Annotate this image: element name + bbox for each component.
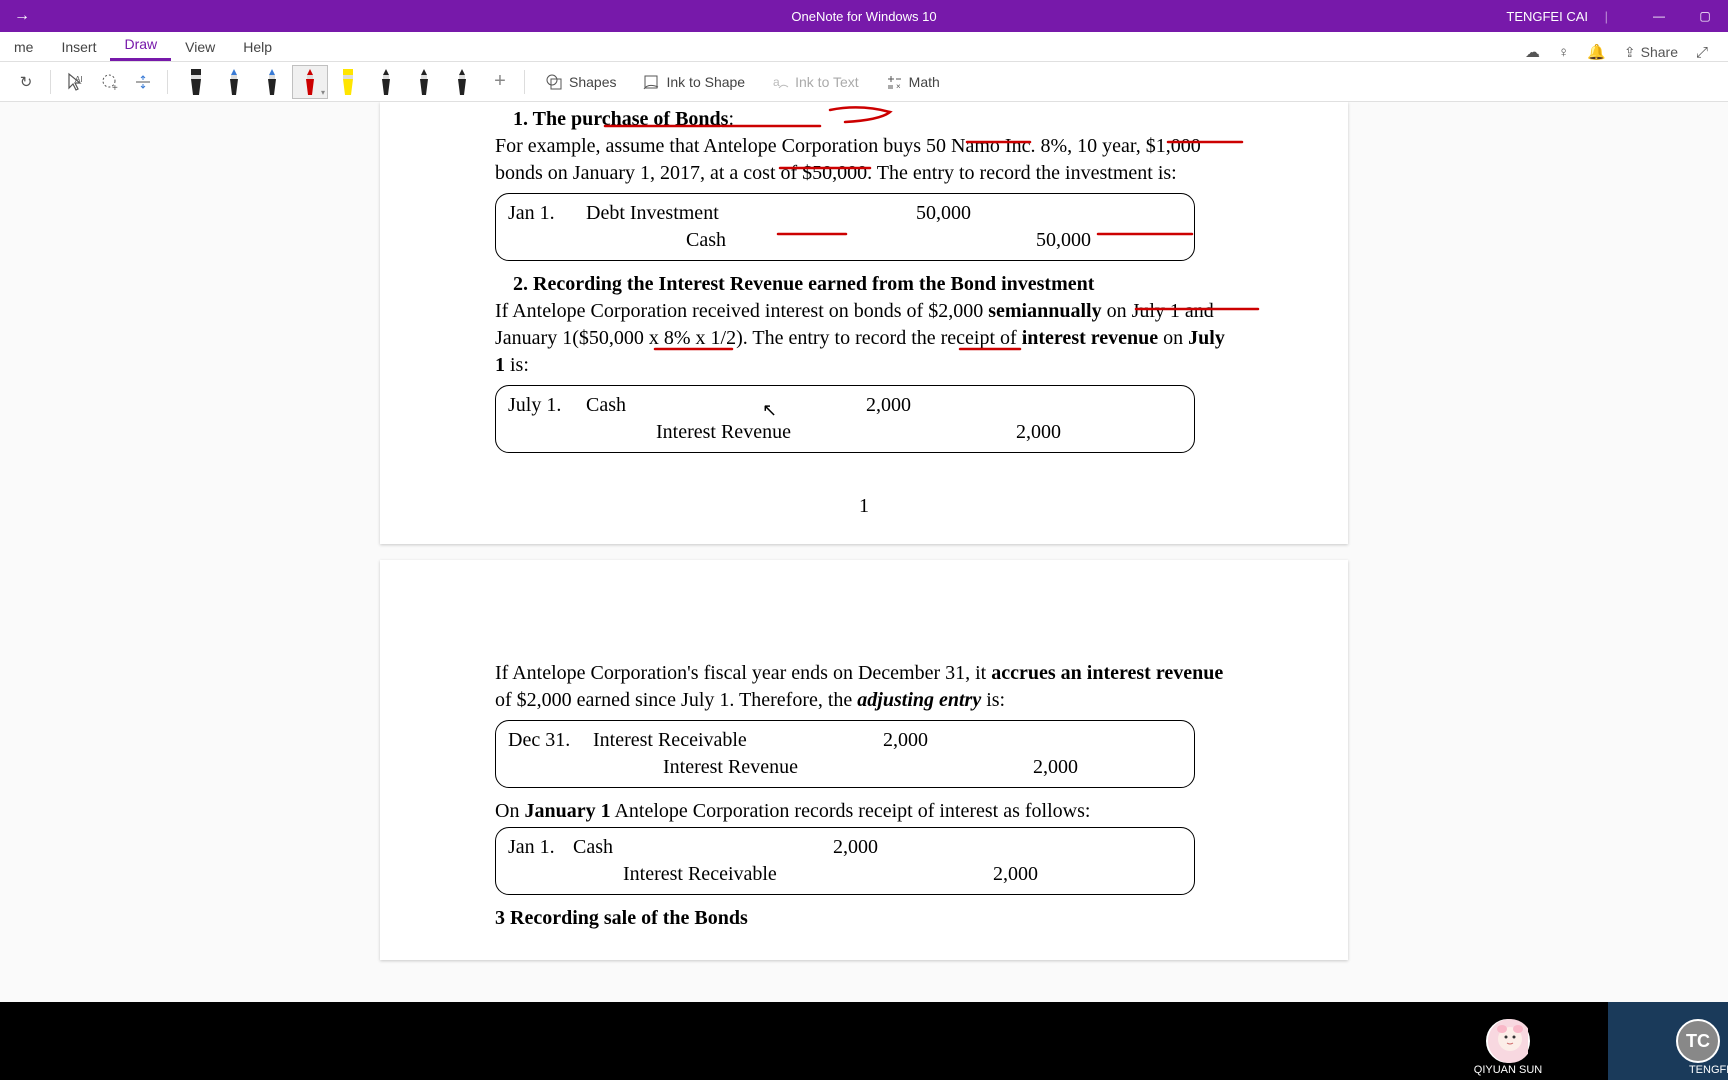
participant-1-name: QIYUAN SUN [1474, 1064, 1542, 1076]
journal-entry-1: Jan 1. Debt Investment 50,000 Cash 50,00… [495, 193, 1195, 261]
back-arrow-icon[interactable]: → [0, 7, 44, 25]
draw-toolbar: ↻ AI + ▾ + Shapes Ink to Shape a Ink to … [0, 62, 1728, 102]
ribbon-tabs: me Insert Draw View Help ☁ ♀ 🔔 ⇪ Share ⤢ [0, 32, 1728, 62]
ink-to-text-icon: a [771, 73, 789, 91]
video-call-bar: QIYUAN SUN TC TENGFEI CAI [0, 1002, 1728, 1080]
e2-credit: 2,000 [1016, 419, 1086, 446]
pen-4[interactable] [330, 65, 366, 99]
journal-entry-3: Dec 31. Interest Receivable 2,000 Intere… [495, 720, 1195, 788]
e3-account: Interest Receivable [593, 727, 883, 754]
pen-gallery: ▾ [178, 65, 480, 99]
pen-2[interactable] [254, 65, 290, 99]
user-name[interactable]: TENGFEI CAI [1506, 9, 1588, 24]
paragraph-3: If Antelope Corporation's fiscal year en… [495, 660, 1233, 714]
e3-debit: 2,000 [883, 727, 1003, 754]
h1-prefix: 1. [513, 108, 533, 130]
avatar-tengfei: TC [1676, 1019, 1720, 1063]
h2-prefix: 2. [513, 273, 533, 295]
paragraph-1: For example, assume that Antelope Corpor… [495, 133, 1233, 187]
pen-0[interactable] [178, 65, 214, 99]
e2-date: July 1. [508, 392, 586, 419]
lasso-tool[interactable]: + [95, 68, 123, 96]
e3-date: Dec 31. [508, 727, 593, 754]
ink-to-text-button[interactable]: a Ink to Text [761, 73, 869, 91]
svg-text:a: a [773, 75, 780, 89]
e1-account: Debt Investment [586, 200, 916, 227]
pen-3[interactable]: ▾ [292, 65, 328, 99]
tab-help[interactable]: Help [229, 33, 286, 61]
note-canvas[interactable]: 1. The purchase of Bonds: For example, a… [0, 102, 1728, 1002]
e2-debit: 2,000 [866, 392, 986, 419]
page-number: 1 [495, 493, 1233, 520]
e3-credit: 2,000 [1033, 754, 1103, 781]
maximize-button[interactable]: ▢ [1682, 9, 1728, 23]
ink-to-shape-icon [642, 73, 660, 91]
app-title: OneNote for Windows 10 [791, 9, 936, 24]
insert-space-tool[interactable] [129, 68, 157, 96]
undo-button[interactable]: ↻ [12, 68, 40, 96]
tab-draw[interactable]: Draw [110, 30, 171, 61]
e2-sub-account: Interest Revenue [586, 419, 896, 446]
cursor-tool[interactable]: AI [61, 68, 89, 96]
svg-text:×: × [896, 82, 901, 91]
pen-1[interactable] [216, 65, 252, 99]
svg-text:+: + [112, 83, 118, 92]
tab-insert[interactable]: Insert [47, 33, 110, 61]
e1-sub-account: Cash [586, 227, 916, 254]
ink-to-text-label: Ink to Text [795, 74, 859, 90]
share-icon: ⇪ [1624, 44, 1636, 61]
share-button[interactable]: ⇪ Share [1624, 44, 1678, 61]
math-label: Math [909, 74, 940, 90]
h3: 3 Recording sale of the Bonds [495, 905, 1233, 932]
minimize-button[interactable]: — [1636, 9, 1682, 23]
h1-suffix: : [728, 108, 734, 130]
journal-entry-4: Jan 1. Cash 2,000 Interest Receivable 2,… [495, 827, 1195, 895]
participant-1[interactable]: QIYUAN SUN [1408, 1002, 1608, 1080]
tab-view[interactable]: View [171, 33, 229, 61]
lightbulb-icon[interactable]: ♀ [1558, 44, 1569, 61]
e1-debit: 50,000 [916, 200, 1036, 227]
e4-credit: 2,000 [993, 861, 1053, 888]
ink-to-shape-button[interactable]: Ink to Shape [632, 73, 755, 91]
math-button[interactable]: × Math [875, 73, 950, 91]
notification-icon[interactable]: 🔔 [1587, 43, 1606, 61]
paragraph-4: On January 1 Antelope Corporation record… [495, 798, 1233, 825]
pen-6[interactable] [406, 65, 442, 99]
e1-credit: 50,000 [1036, 227, 1156, 254]
e4-date: Jan 1. [508, 834, 573, 861]
shapes-label: Shapes [569, 74, 616, 90]
page-1: 1. The purchase of Bonds: For example, a… [380, 102, 1348, 544]
titlebar-separator: | [1605, 9, 1608, 24]
participant-2-name: TENGFEI CAI [1689, 1064, 1728, 1076]
share-label: Share [1641, 44, 1678, 60]
pen-5[interactable] [368, 65, 404, 99]
paragraph-2: If Antelope Corporation received interes… [495, 298, 1233, 379]
pen-7[interactable] [444, 65, 480, 99]
titlebar: → OneNote for Windows 10 TENGFEI CAI | —… [0, 0, 1728, 32]
math-icon: × [885, 73, 903, 91]
journal-entry-2: July 1. Cash 2,000 Interest Revenue 2,00… [495, 385, 1195, 453]
fullscreen-icon[interactable]: ⤢ [1696, 44, 1708, 61]
ink-to-shape-label: Ink to Shape [666, 74, 745, 90]
tab-home[interactable]: me [0, 33, 47, 61]
avatar-qiyuan [1486, 1019, 1530, 1063]
svg-text:AI: AI [75, 75, 83, 84]
e4-account: Cash [573, 834, 833, 861]
sync-icon[interactable]: ☁ [1525, 43, 1540, 61]
shapes-icon [545, 73, 563, 91]
h1: The purchase of Bonds [533, 108, 729, 130]
e4-debit: 2,000 [833, 834, 953, 861]
e1-date: Jan 1. [508, 200, 586, 227]
e4-sub-account: Interest Receivable [573, 861, 873, 888]
e2-account: Cash [586, 392, 866, 419]
page-2: If Antelope Corporation's fiscal year en… [380, 560, 1348, 960]
h2: Recording the Interest Revenue earned fr… [533, 273, 1094, 295]
participant-2[interactable]: TC TENGFEI CAI [1608, 1002, 1728, 1080]
e3-sub-account: Interest Revenue [593, 754, 913, 781]
shapes-button[interactable]: Shapes [535, 73, 626, 91]
add-pen-button[interactable]: + [486, 68, 514, 96]
